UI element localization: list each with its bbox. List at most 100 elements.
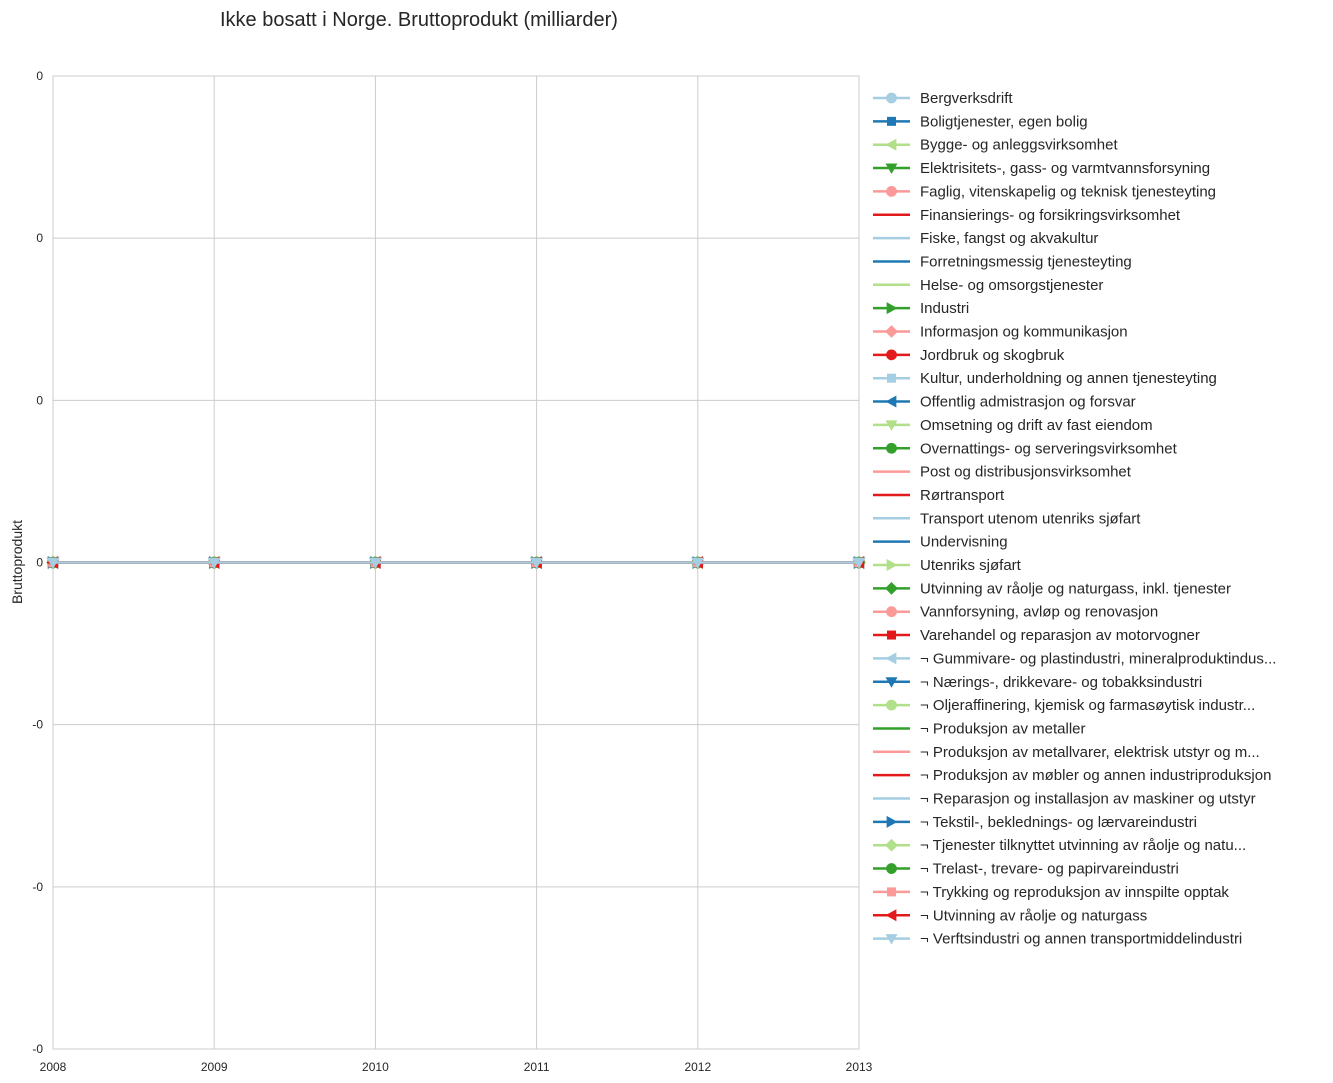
legend-marker [886,815,898,828]
legend-item: Elektrisitets-, gass- og varmtvannsforsy… [873,160,1210,177]
y-tick-label: -0 [32,1042,43,1056]
legend-item: Informasjon og kommunikasjon [873,324,1128,341]
legend-item: Transport utenom utenriks sjøfart [873,510,1141,527]
legend-label: Bergverksdrift [920,90,1013,107]
legend-label: ¬ Trykking og reproduksjon av innspilte … [920,884,1229,901]
legend-item: Utvinning av råolje og naturgass, inkl. … [873,580,1231,597]
legend-label: ¬ Oljeraffinering, kjemisk og farmasøyti… [920,697,1255,714]
legend-item: Forretningsmessig tjenesteyting [873,253,1132,270]
legend-label: ¬ Verftsindustri og annen transportmidde… [920,931,1242,948]
legend-marker [885,677,898,688]
legend-marker [886,863,897,874]
x-tick-label: 2011 [524,1060,550,1074]
legend-item: Utenriks sjøfart [873,557,1022,574]
series-lines [46,555,866,570]
legend-marker [885,652,897,665]
legend-marker [885,909,897,922]
legend-label: ¬ Tekstil-, beklednings- og lærvareindus… [920,814,1197,831]
legend-item: ¬ Verftsindustri og annen transportmidde… [873,931,1242,948]
legend-label: Post og distribusjonsvirksomhet [920,464,1132,481]
legend-marker [885,138,897,151]
legend-item: Rørtransport [873,487,1005,504]
y-tick-label: -0 [32,880,43,894]
legend-item: Kultur, underholdning og annen tjenestey… [873,370,1217,387]
legend-label: ¬ Gummivare- og plastindustri, mineralpr… [920,650,1276,667]
legend-label: Industri [920,300,969,317]
legend-item: ¬ Nærings-, drikkevare- og tobakksindust… [873,674,1202,691]
legend-item: Industri [873,300,969,317]
legend-item: Vannforsyning, avløp og renovasjon [873,604,1158,621]
legend-marker [886,349,897,361]
legend-label: ¬ Tjenester tilknyttet utvinning av råol… [920,837,1246,854]
legend-label: Kultur, underholdning og annen tjenestey… [920,370,1217,387]
x-tick-label: 2009 [201,1060,228,1074]
legend-marker [887,887,896,897]
legend-item: ¬ Trelast-, trevare- og papirvareindustr… [873,861,1179,878]
legend-label: Forretningsmessig tjenesteyting [920,253,1132,270]
legend-marker [885,934,898,945]
x-tick-label: 2010 [362,1060,389,1074]
y-tick-label: 0 [36,393,43,407]
legend-item: ¬ Tjenester tilknyttet utvinning av råol… [873,837,1246,854]
legend-marker [885,395,897,408]
legend-label: ¬ Reparasjon og installasjon av maskiner… [920,791,1256,808]
legend-item: Boligtjenester, egen bolig [873,113,1088,130]
legend-item: Helse- og omsorgstjenester [873,277,1103,294]
legend-label: Faglig, vitenskapelig og teknisk tjenest… [920,183,1216,200]
legend-marker [886,92,897,104]
legend-item: Undervisning [873,534,1008,551]
legend-marker [885,581,898,595]
y-tick-label: 0 [36,69,43,83]
legend-item: ¬ Tekstil-, beklednings- og lærvareindus… [873,814,1197,831]
legend-label: Helse- og omsorgstjenester [920,277,1103,294]
legend-marker [886,559,898,571]
legend-item: Offentlig admistrasjon og forsvar [873,394,1136,411]
legend-label: Utvinning av råolje og naturgass, inkl. … [920,580,1231,597]
legend-label: Offentlig admistrasjon og forsvar [920,394,1136,411]
legend-label: ¬ Produksjon av møbler og annen industri… [920,767,1271,784]
legend-label: Vannforsyning, avløp og renovasjon [920,604,1158,621]
legend-label: Overnattings- og serveringsvirksomhet [920,440,1178,457]
x-tick-label: 2008 [40,1060,67,1074]
legend-label: ¬ Utvinning av råolje og naturgass [920,907,1147,924]
legend-marker [887,630,896,640]
data-point [207,557,221,569]
legend-label: Jordbruk og skogbruk [920,347,1065,364]
legend: Bergverksdrift Boligtjenester, egen bolig… [873,90,1276,948]
legend-label: Elektrisitets-, gass- og varmtvannsforsy… [920,160,1210,177]
legend-label: Finansierings- og forsikringsvirksomhet [920,207,1181,224]
legend-item: Varehandel og reparasjon av motorvogner [873,627,1200,644]
y-axis-ticks: -0 -0 -0 0 0 0 0 [32,69,43,1056]
legend-marker [885,163,898,175]
legend-item: Jordbruk og skogbruk [873,347,1065,364]
legend-item: Finansierings- og forsikringsvirksomhet [873,207,1181,224]
data-point [46,557,60,569]
legend-label: Varehandel og reparasjon av motorvogner [920,627,1200,644]
legend-label: ¬ Nærings-, drikkevare- og tobakksindust… [920,674,1202,691]
legend-label: Bygge- og anleggsvirksomhet [920,137,1118,154]
legend-item: Fiske, fangst og akvakultur [873,230,1098,247]
legend-label: ¬ Trelast-, trevare- og papirvareindustr… [920,861,1179,878]
legend-item: ¬ Produksjon av metallvarer, elektrisk u… [873,744,1260,761]
x-tick-label: 2013 [846,1060,873,1074]
legend-item: ¬ Produksjon av møbler og annen industri… [873,767,1271,784]
y-tick-label: 0 [36,231,43,245]
legend-item: ¬ Produksjon av metaller [873,720,1086,737]
legend-marker [886,186,897,197]
data-point [691,557,705,569]
legend-label: Rørtransport [920,487,1005,504]
legend-marker [886,302,898,315]
data-point [530,557,543,569]
legend-item: Faglig, vitenskapelig og teknisk tjenest… [873,183,1216,200]
legend-item: Bygge- og anleggsvirksomhet [873,137,1118,154]
legend-label: Omsetning og drift av fast eiendom [920,417,1153,434]
legend-item: Bergverksdrift [873,90,1013,107]
data-point [369,557,382,569]
legend-label: ¬ Produksjon av metallvarer, elektrisk u… [920,744,1260,761]
legend-marker [885,325,898,338]
legend-label: ¬ Produksjon av metaller [920,720,1086,737]
series [46,557,866,569]
legend-label: Undervisning [920,534,1008,551]
legend-marker [886,699,897,711]
data-point [852,557,866,569]
